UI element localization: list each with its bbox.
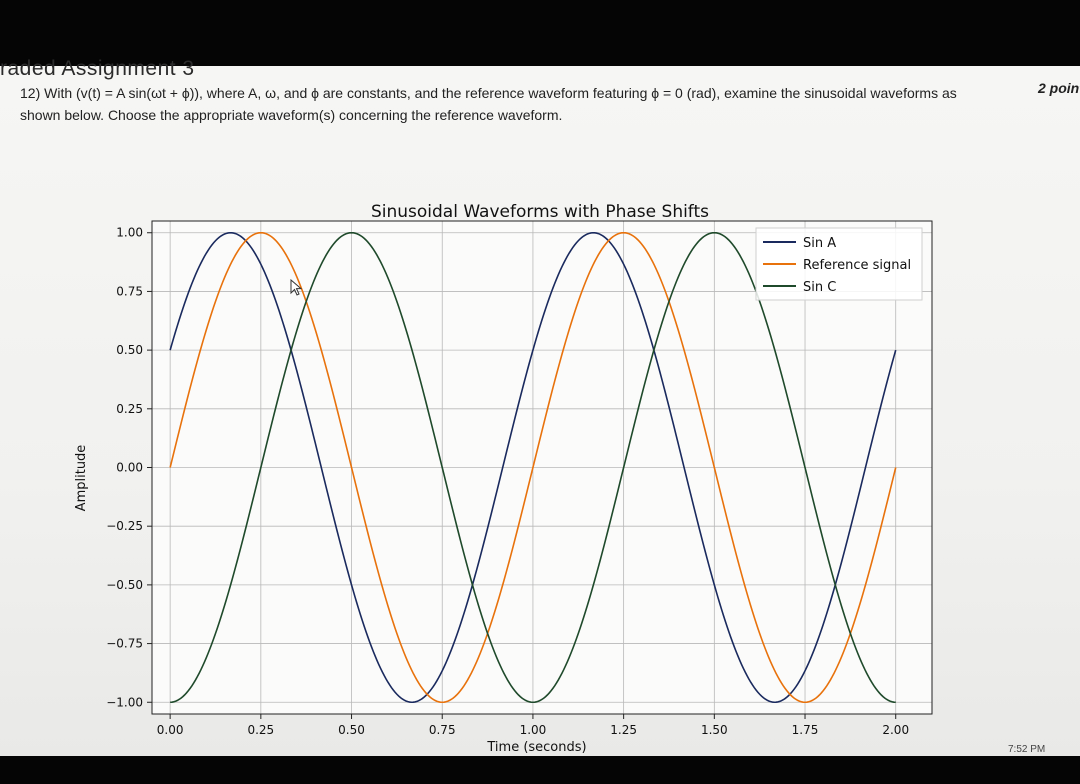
y-tick-label: 0.75: [116, 284, 143, 298]
legend-items: Sin A Reference signal Sin C: [763, 236, 911, 295]
legend-label: Sin C: [803, 280, 836, 295]
y-tick-label: 1.00: [116, 226, 143, 240]
y-tick-label: 0.50: [116, 343, 143, 357]
taskbar-clock: 7:52 PM: [1008, 744, 1046, 755]
x-tick-label: 0.25: [247, 723, 274, 737]
y-axis-label: Amplitude: [74, 445, 89, 512]
photo-bottom-border: [0, 756, 1080, 784]
x-tick-label: 1.00: [520, 723, 547, 737]
grid: [152, 221, 932, 714]
x-tick-label: 0.75: [429, 723, 456, 737]
series-line: [169, 231, 897, 704]
y-tick-label: −0.25: [106, 519, 143, 533]
series-line: [170, 231, 896, 704]
y-tick-label: −0.75: [106, 637, 143, 651]
legend: Sin A Reference signal Sin C: [755, 227, 923, 301]
x-axis-label: Time (seconds): [486, 740, 586, 755]
y-tick-label: 0.25: [116, 402, 143, 416]
photo-top-border: [0, 0, 1080, 72]
x-tick-label: 1.25: [610, 723, 637, 737]
question-line-2: shown below. Choose the appropriate wave…: [20, 107, 563, 123]
legend-label: Reference signal: [803, 258, 911, 273]
series-lines: [169, 231, 897, 704]
tick-labels: 0.00 0.25 0.50 0.75 1.00 1.25 1.50 1.75 2.00 1.00…: [106, 226, 909, 737]
y-tick-label: −1.00: [106, 695, 143, 709]
question-line-1: 12) With (v(t) = A sin(ωt + ϕ)), where A…: [20, 85, 957, 101]
legend-label: Sin A: [803, 236, 836, 251]
mouse-cursor-icon: [290, 279, 303, 296]
x-tick-label: 1.75: [792, 723, 819, 737]
question-text: 12) With (v(t) = A sin(ωt + ϕ)), where A…: [20, 82, 1030, 126]
points-label: 2 points: [1038, 80, 1080, 96]
y-tick-label: 0.00: [116, 461, 143, 475]
x-tick-label: 2.00: [882, 723, 909, 737]
section-title: raded Assignment 3: [0, 57, 195, 80]
x-tick-label: 0.50: [338, 723, 365, 737]
x-tick-label: 0.00: [157, 723, 184, 737]
chart-title: Sinusoidal Waveforms with Phase Shifts: [371, 202, 709, 222]
y-tick-label: −0.50: [106, 578, 143, 592]
x-tick-label: 1.50: [701, 723, 728, 737]
